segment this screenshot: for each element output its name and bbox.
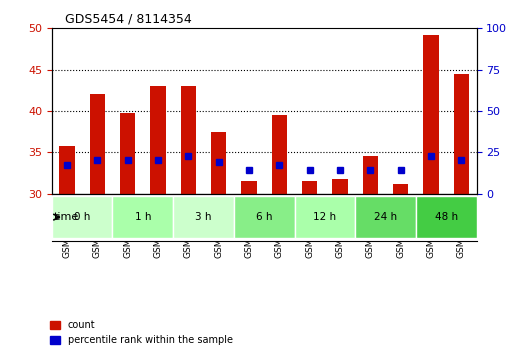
Bar [393,184,408,194]
FancyBboxPatch shape [355,196,416,238]
Text: 48 h: 48 h [435,212,458,222]
Text: 12 h: 12 h [313,212,336,222]
FancyBboxPatch shape [416,196,477,238]
Text: 1 h: 1 h [135,212,151,222]
Bar [363,156,378,194]
Bar [454,74,469,194]
Legend: count, percentile rank within the sample: count, percentile rank within the sample [46,316,237,349]
Bar [120,113,135,194]
FancyBboxPatch shape [112,196,173,238]
Bar [60,145,75,194]
FancyBboxPatch shape [52,196,112,238]
Text: 0 h: 0 h [74,212,90,222]
FancyBboxPatch shape [234,196,295,238]
Bar [90,95,105,194]
Bar [150,86,166,194]
Text: time: time [53,212,79,222]
FancyBboxPatch shape [173,196,234,238]
Bar [241,181,256,194]
Bar [423,35,439,194]
Bar [211,132,226,194]
Text: 24 h: 24 h [374,212,397,222]
Text: 3 h: 3 h [195,212,212,222]
Bar [333,179,348,194]
Text: GDS5454 / 8114354: GDS5454 / 8114354 [65,13,191,26]
Bar [181,86,196,194]
Text: 6 h: 6 h [256,212,272,222]
FancyBboxPatch shape [295,196,355,238]
Bar [302,181,317,194]
Bar [272,115,287,194]
